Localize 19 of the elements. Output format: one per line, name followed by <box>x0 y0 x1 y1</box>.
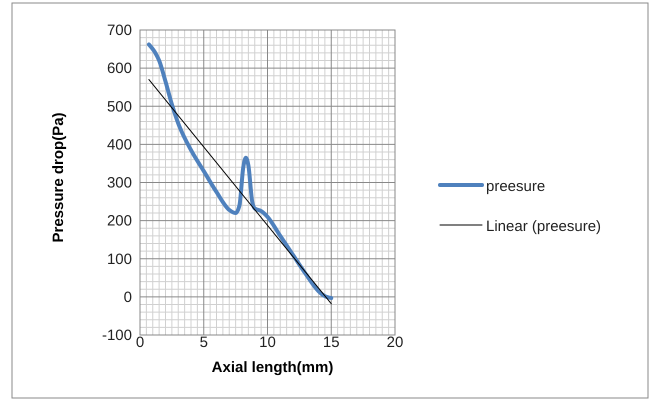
y-tick-label: 600 <box>106 60 132 78</box>
x-tick-label: 15 <box>322 334 340 351</box>
y-tick-label: 200 <box>106 212 132 230</box>
y-tick-label: 300 <box>106 174 132 192</box>
x-axis-title: Axial length(mm) <box>212 359 334 376</box>
x-tick-label: 5 <box>200 334 208 351</box>
legend-label: Linear (preesure) <box>486 218 602 235</box>
x-tick-label: 0 <box>136 334 144 351</box>
y-tick-label: 0 <box>124 288 132 306</box>
y-tick-label: 100 <box>106 250 132 268</box>
y-tick-label: 400 <box>106 136 132 154</box>
x-tick-label: 10 <box>259 334 276 351</box>
line-series <box>146 42 334 300</box>
y-tick-label: 700 <box>106 22 132 39</box>
legend-label: preesure <box>486 178 546 195</box>
y-axis-title: Pressure drop(Pa) <box>50 112 67 243</box>
y-tick-label: 500 <box>106 98 132 116</box>
x-tick-label: 20 <box>386 334 404 351</box>
y-tick-label: -100 <box>102 327 132 344</box>
